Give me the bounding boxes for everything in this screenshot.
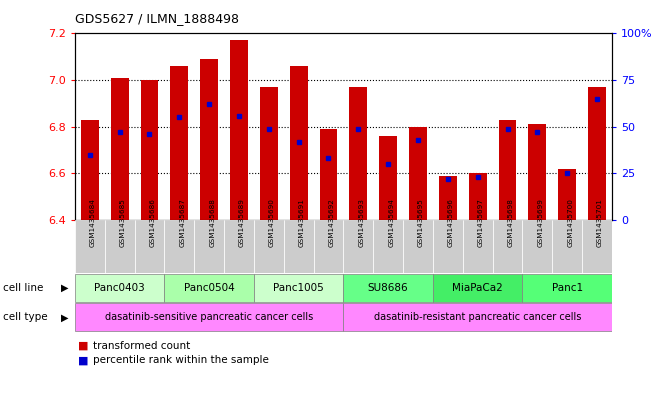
Text: GSM1435689: GSM1435689	[239, 198, 245, 247]
Text: SU8686: SU8686	[368, 283, 408, 293]
Text: GSM1435699: GSM1435699	[537, 198, 544, 247]
Bar	[111, 78, 129, 220]
Bar	[588, 87, 606, 220]
Bar	[254, 220, 284, 273]
Bar	[522, 220, 552, 273]
Text: dasatinib-sensitive pancreatic cancer cells: dasatinib-sensitive pancreatic cancer ce…	[105, 312, 313, 322]
Text: GSM1435690: GSM1435690	[269, 198, 275, 247]
Bar	[499, 120, 516, 220]
Bar	[194, 220, 224, 273]
Bar	[230, 40, 248, 220]
Bar	[75, 220, 105, 273]
Bar	[522, 274, 612, 302]
Bar	[171, 66, 188, 220]
Text: ▶: ▶	[61, 283, 68, 293]
Bar	[433, 220, 463, 273]
Bar	[254, 274, 344, 302]
Text: GSM1435688: GSM1435688	[209, 198, 215, 247]
Bar	[439, 176, 457, 220]
Text: ■: ■	[78, 355, 89, 365]
Bar	[141, 80, 158, 220]
Bar	[81, 120, 99, 220]
Bar	[558, 169, 576, 220]
Text: GSM1435700: GSM1435700	[567, 198, 573, 247]
Bar	[469, 173, 486, 220]
Bar	[164, 274, 254, 302]
Bar	[75, 274, 164, 302]
Bar	[344, 220, 373, 273]
Bar	[493, 220, 522, 273]
Bar	[224, 220, 254, 273]
Text: GSM1435694: GSM1435694	[388, 198, 394, 247]
Text: Panc1: Panc1	[551, 283, 583, 293]
Text: cell type: cell type	[3, 312, 48, 322]
Bar	[105, 220, 135, 273]
Text: GSM1435692: GSM1435692	[329, 198, 335, 247]
Bar	[552, 220, 582, 273]
Bar	[373, 220, 403, 273]
Bar	[403, 220, 433, 273]
Bar	[164, 220, 194, 273]
Text: GSM1435691: GSM1435691	[299, 198, 305, 247]
Text: GSM1435687: GSM1435687	[179, 198, 186, 247]
Bar	[320, 129, 337, 220]
Text: ▶: ▶	[61, 312, 68, 322]
Bar	[350, 87, 367, 220]
Text: GSM1435695: GSM1435695	[418, 198, 424, 247]
Bar	[135, 220, 165, 273]
Bar	[379, 136, 397, 220]
Bar	[344, 274, 433, 302]
Text: GSM1435701: GSM1435701	[597, 198, 603, 247]
Bar	[433, 274, 522, 302]
Bar	[260, 87, 278, 220]
Bar	[582, 220, 612, 273]
Text: percentile rank within the sample: percentile rank within the sample	[93, 355, 269, 365]
Text: GSM1435693: GSM1435693	[358, 198, 365, 247]
Text: GSM1435686: GSM1435686	[150, 198, 156, 247]
Text: MiaPaCa2: MiaPaCa2	[452, 283, 503, 293]
Bar	[344, 303, 612, 332]
Text: GSM1435685: GSM1435685	[120, 198, 126, 247]
Text: transformed count: transformed count	[93, 341, 190, 351]
Text: Panc0403: Panc0403	[94, 283, 145, 293]
Bar	[463, 220, 493, 273]
Bar	[314, 220, 344, 273]
Bar	[529, 125, 546, 220]
Text: GDS5627 / ILMN_1888498: GDS5627 / ILMN_1888498	[75, 12, 239, 25]
Bar	[290, 66, 307, 220]
Bar	[75, 303, 344, 332]
Bar	[284, 220, 314, 273]
Bar	[409, 127, 427, 220]
Text: GSM1435698: GSM1435698	[508, 198, 514, 247]
Text: Panc1005: Panc1005	[273, 283, 324, 293]
Text: GSM1435696: GSM1435696	[448, 198, 454, 247]
Text: Panc0504: Panc0504	[184, 283, 234, 293]
Text: ■: ■	[78, 341, 89, 351]
Text: GSM1435697: GSM1435697	[478, 198, 484, 247]
Bar	[201, 59, 218, 220]
Text: GSM1435684: GSM1435684	[90, 198, 96, 247]
Text: cell line: cell line	[3, 283, 44, 293]
Text: dasatinib-resistant pancreatic cancer cells: dasatinib-resistant pancreatic cancer ce…	[374, 312, 581, 322]
